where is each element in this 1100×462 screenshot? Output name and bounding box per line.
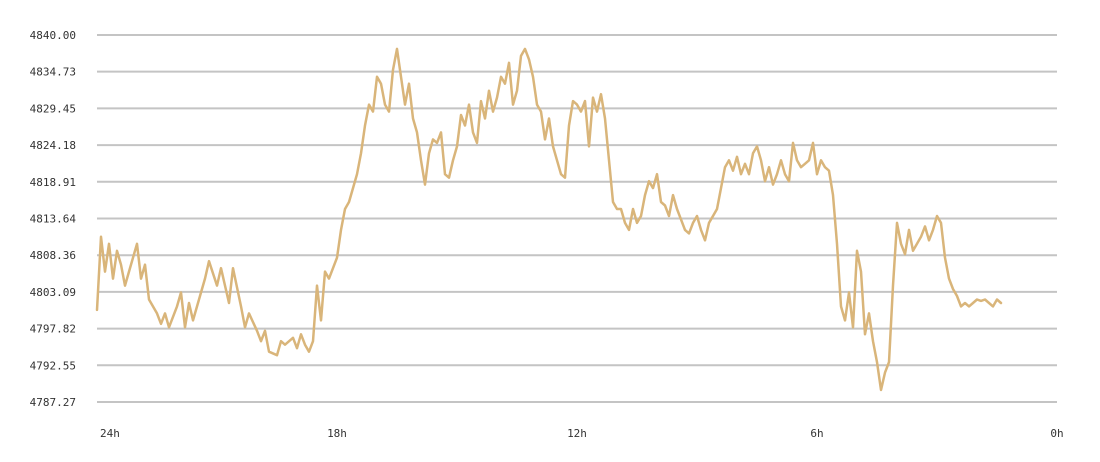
y-tick-label: 4813.64: [30, 212, 77, 225]
y-tick-label: 4818.91: [30, 176, 76, 189]
y-tick-label: 4797.82: [30, 323, 76, 336]
y-tick-label: 4834.73: [30, 66, 76, 79]
x-tick-label: 0h: [1050, 427, 1063, 440]
x-axis-ticks: 24h 18h 12h 6h 0h: [100, 427, 1064, 440]
y-tick-label: 4829.45: [30, 102, 76, 115]
x-tick-label: 24h: [100, 427, 120, 440]
y-tick-label: 4840.00: [30, 29, 76, 42]
y-tick-label: 4803.09: [30, 286, 76, 299]
x-tick-label: 6h: [810, 427, 823, 440]
x-tick-label: 18h: [327, 427, 347, 440]
x-tick-label: 12h: [567, 427, 587, 440]
series-layer: [95, 47, 1003, 392]
y-axis-ticks: 4840.00 4834.73 4829.45 4824.18 4818.91 4813.…: [30, 29, 77, 409]
y-tick-label: 4808.36: [30, 249, 76, 262]
y-tick-label: 4824.18: [30, 139, 76, 152]
price-line: [95, 47, 1003, 392]
grid-lines: [97, 34, 1057, 403]
y-tick-label: 4792.55: [30, 359, 76, 372]
y-tick-label: 4787.27: [30, 396, 76, 409]
